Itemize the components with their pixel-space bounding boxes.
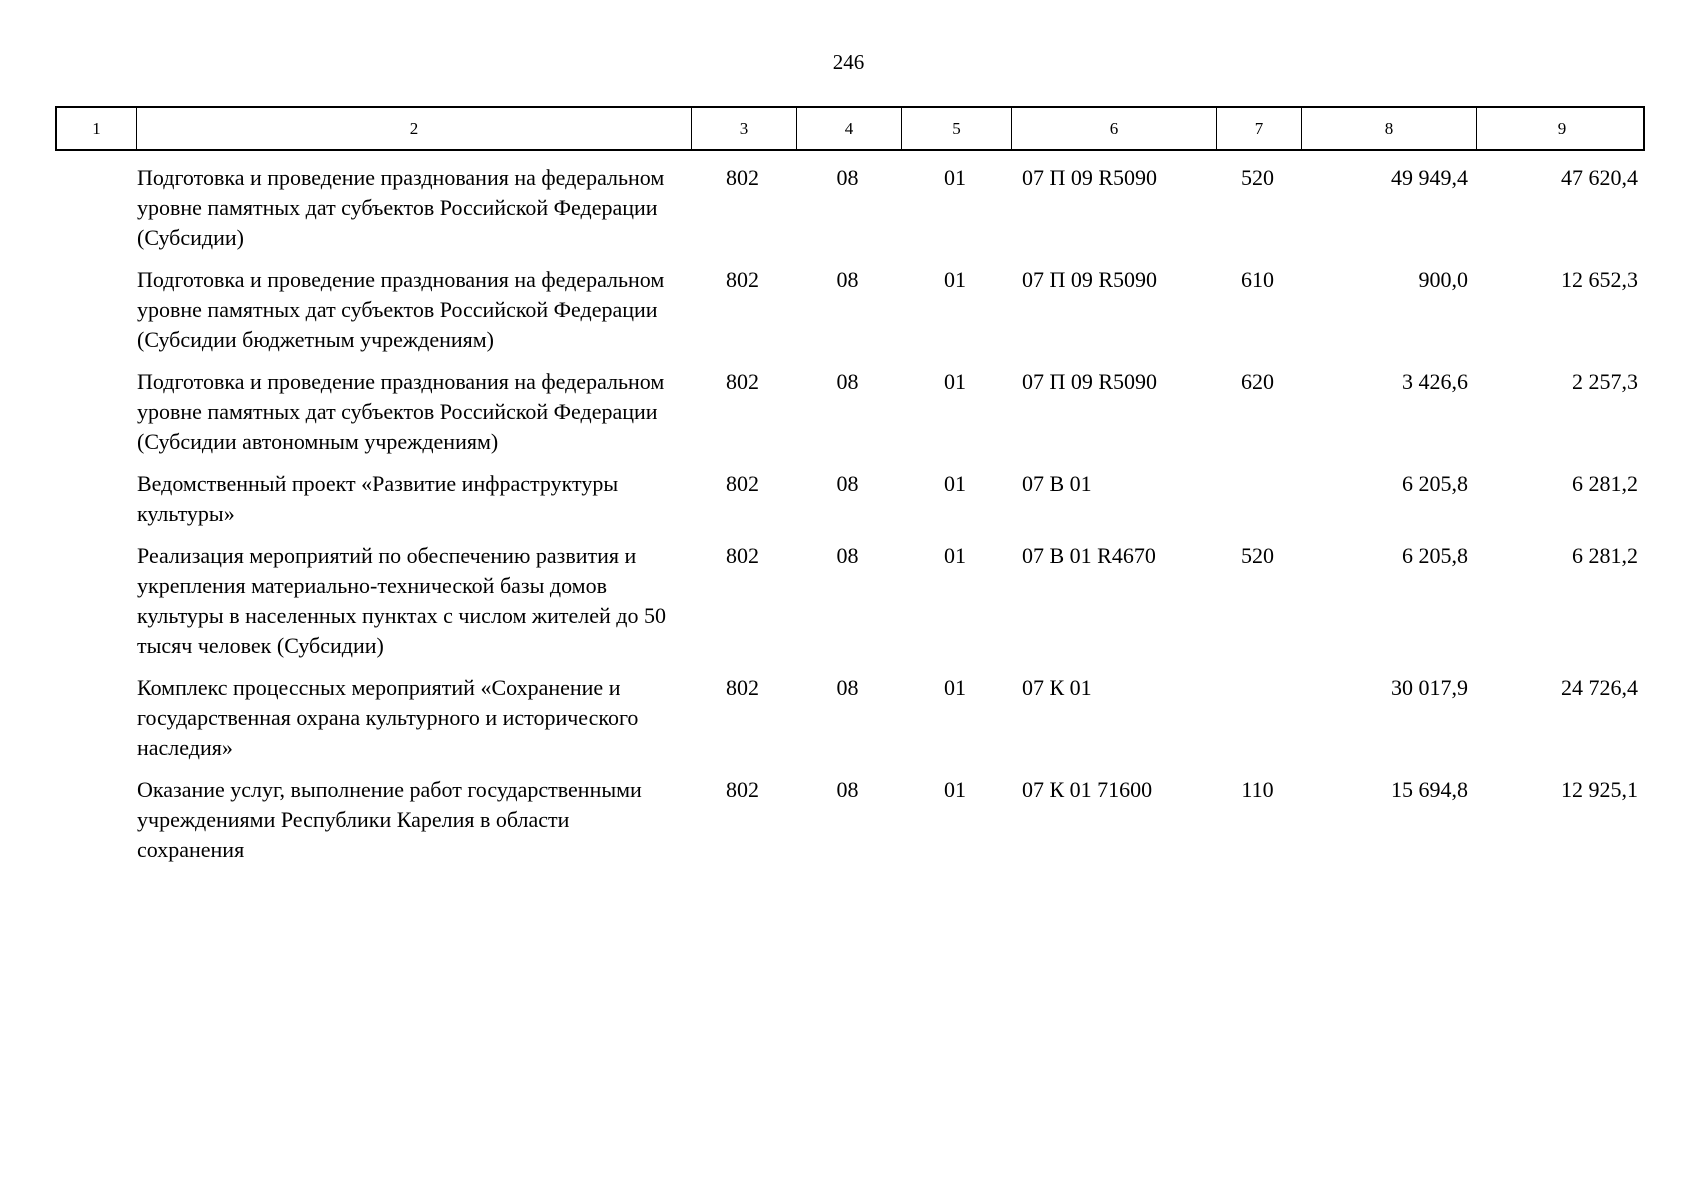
cell-col2: Подготовка и проведение празднования на … <box>137 165 665 250</box>
cell-col8: 15 694,8 <box>1391 777 1468 802</box>
table-row: Оказание услуг, выполнение работ государ… <box>55 775 1645 865</box>
cell-col9: 6 281,2 <box>1572 543 1638 568</box>
table-row: Подготовка и проведение празднования на … <box>55 265 1645 355</box>
header-cell-3: 3 <box>692 108 797 149</box>
cell-col8: 900,0 <box>1418 267 1469 292</box>
cell-col9: 2 257,3 <box>1572 369 1638 394</box>
cell-col8: 3 426,6 <box>1402 369 1468 394</box>
cell-col1 <box>55 163 135 253</box>
cell-col7 <box>1215 673 1300 763</box>
header-cell-2: 2 <box>137 108 692 149</box>
cell-col7: 110 <box>1241 777 1274 802</box>
cell-col7: 620 <box>1241 369 1274 394</box>
page-number: 246 <box>832 50 865 74</box>
table-row: Подготовка и проведение празднования на … <box>55 367 1645 457</box>
table-row: Ведомственный проект «Развитие инфрастру… <box>55 469 1645 529</box>
cell-col8: 49 949,4 <box>1391 165 1468 190</box>
header-cell-7: 7 <box>1217 108 1302 149</box>
cell-col4: 08 <box>836 267 859 292</box>
cell-col7: 520 <box>1241 165 1274 190</box>
cell-col4: 08 <box>836 777 859 802</box>
header-cell-5: 5 <box>902 108 1012 149</box>
cell-col8: 30 017,9 <box>1391 675 1468 700</box>
cell-col7: 520 <box>1241 543 1274 568</box>
cell-col5: 01 <box>944 777 966 802</box>
cell-col3: 802 <box>726 165 759 190</box>
cell-col3: 802 <box>726 777 759 802</box>
table-header-row: 1 2 3 4 5 6 7 8 9 <box>55 106 1645 151</box>
cell-col2: Реализация мероприятий по обеспечению ра… <box>137 543 666 658</box>
cell-col3: 802 <box>726 471 759 496</box>
header-cell-8: 8 <box>1302 108 1477 149</box>
cell-col9: 6 281,2 <box>1572 471 1638 496</box>
cell-col5: 01 <box>944 543 966 568</box>
cell-col1 <box>55 673 135 763</box>
cell-col9: 24 726,4 <box>1561 675 1638 700</box>
cell-col5: 01 <box>944 267 966 292</box>
cell-col4: 08 <box>836 675 859 700</box>
header-cell-4: 4 <box>797 108 902 149</box>
cell-col8: 6 205,8 <box>1402 543 1468 568</box>
cell-col2: Оказание услуг, выполнение работ государ… <box>137 777 642 862</box>
table-row: Реализация мероприятий по обеспечению ра… <box>55 541 1645 661</box>
cell-col3: 802 <box>726 369 759 394</box>
cell-col6: 07 П 09 R5090 <box>1022 267 1158 292</box>
cell-col1 <box>55 775 135 865</box>
cell-col6: 07 К 01 71600 <box>1022 777 1153 802</box>
cell-col1 <box>55 367 135 457</box>
cell-col2: Комплекс процессных мероприятий «Сохране… <box>137 675 639 760</box>
cell-col8: 6 205,8 <box>1402 471 1468 496</box>
header-cell-9: 9 <box>1557 119 1567 138</box>
table-body: Подготовка и проведение празднования на … <box>55 163 1645 865</box>
cell-col3: 802 <box>726 543 759 568</box>
cell-col6: 07 П 09 R5090 <box>1022 165 1158 190</box>
header-cell-1: 1 <box>57 108 137 149</box>
cell-col2: Подготовка и проведение празднования на … <box>137 369 665 454</box>
cell-col2: Ведомственный проект «Развитие инфрастру… <box>137 471 619 526</box>
cell-col6: 07 В 01 R4670 <box>1022 543 1156 568</box>
cell-col4: 08 <box>836 543 859 568</box>
cell-col5: 01 <box>944 471 966 496</box>
cell-col4: 08 <box>836 165 859 190</box>
cell-col5: 01 <box>944 165 966 190</box>
cell-col4: 08 <box>836 369 859 394</box>
cell-col6: 07 П 09 R5090 <box>1022 369 1158 394</box>
cell-col5: 01 <box>944 675 966 700</box>
cell-col9: 12 652,3 <box>1561 267 1638 292</box>
cell-col1 <box>55 541 135 661</box>
cell-col6: 07 В 01 <box>1022 471 1092 496</box>
table-row: Подготовка и проведение празднования на … <box>55 163 1645 253</box>
cell-col9: 47 620,4 <box>1561 165 1638 190</box>
cell-col6: 07 К 01 <box>1022 675 1092 700</box>
budget-table: 1 2 3 4 5 6 7 8 9 Подготовка и проведени… <box>55 106 1645 877</box>
cell-col1 <box>55 469 135 529</box>
cell-col1 <box>55 265 135 355</box>
header-cell-6: 6 <box>1012 108 1217 149</box>
cell-col3: 802 <box>726 267 759 292</box>
cell-col7: 610 <box>1241 267 1274 292</box>
cell-col5: 01 <box>944 369 966 394</box>
cell-col4: 08 <box>836 471 859 496</box>
cell-col3: 802 <box>726 675 759 700</box>
cell-col2: Подготовка и проведение празднования на … <box>137 267 665 352</box>
table-row: Комплекс процессных мероприятий «Сохране… <box>55 673 1645 763</box>
cell-col7 <box>1215 469 1300 529</box>
cell-col9: 12 925,1 <box>1561 777 1638 802</box>
